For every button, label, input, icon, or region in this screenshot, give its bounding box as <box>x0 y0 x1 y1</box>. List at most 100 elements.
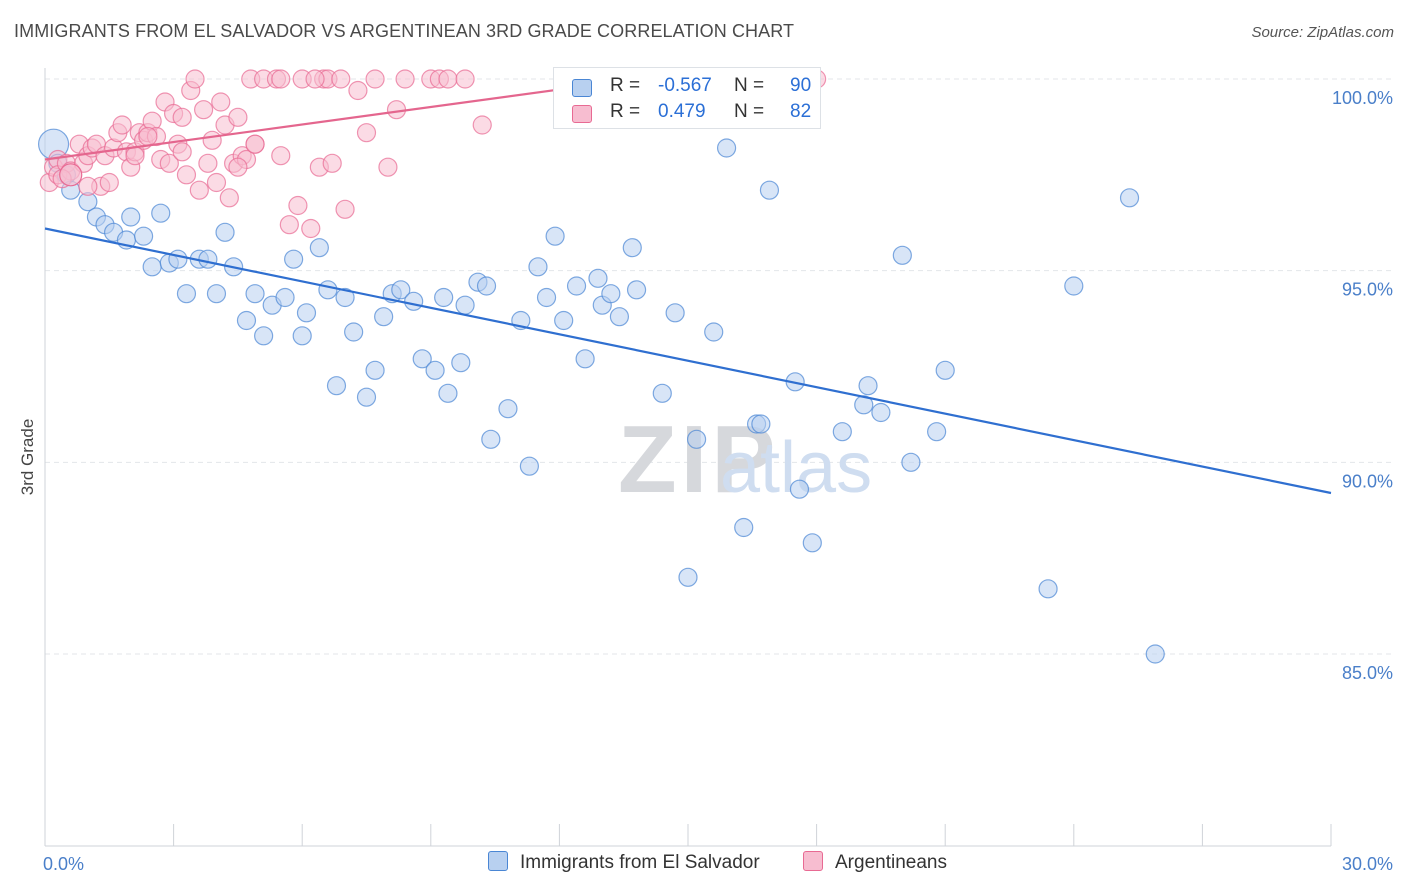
data-point <box>296 303 317 323</box>
data-point <box>206 172 227 193</box>
data-point <box>575 349 595 369</box>
data-point <box>206 284 227 304</box>
data-point <box>211 92 231 112</box>
data-point <box>151 203 171 223</box>
legend-swatch-blue <box>572 79 592 97</box>
data-point <box>198 249 218 269</box>
data-point <box>665 303 685 323</box>
data-point <box>609 307 630 327</box>
data-point <box>356 387 377 407</box>
data-point <box>1038 579 1058 599</box>
data-point <box>326 376 347 396</box>
data-point <box>451 353 471 373</box>
data-point <box>652 383 672 403</box>
data-point <box>438 69 458 89</box>
y-tick-label: 90.0% <box>1342 471 1393 491</box>
correlation-legend: R = -0.567 N = 90 R = 0.479 N = 82 <box>553 67 821 129</box>
data-point <box>78 176 98 196</box>
data-point <box>112 115 132 135</box>
data-point <box>519 456 539 476</box>
data-point <box>858 376 878 396</box>
data-point <box>434 287 454 308</box>
data-point <box>476 276 497 296</box>
data-point <box>1064 276 1084 296</box>
data-point <box>751 414 771 434</box>
legend-swatch-pink <box>572 105 592 123</box>
data-point <box>59 163 83 187</box>
data-point <box>142 257 162 277</box>
bottom-legend-swatch-blue <box>488 851 508 871</box>
data-point <box>121 207 141 227</box>
legend-n-value: 82 <box>790 101 812 122</box>
data-point <box>378 157 398 177</box>
data-point <box>254 326 274 346</box>
x-tick-labels: 0.0% 30.0% <box>43 854 1393 874</box>
data-point <box>1119 188 1140 208</box>
data-point <box>99 172 119 193</box>
data-point <box>202 130 222 150</box>
data-point <box>271 146 291 166</box>
data-point <box>472 115 492 135</box>
data-point <box>365 360 385 380</box>
data-point <box>892 245 912 265</box>
data-point <box>832 422 852 442</box>
data-point <box>275 287 295 308</box>
data-point <box>348 80 368 101</box>
data-point <box>228 107 248 127</box>
data-point <box>236 310 257 331</box>
legend-r-label: R = <box>610 101 641 122</box>
y-tick-labels: 85.0% 90.0% 95.0% 100.0% <box>1332 88 1393 683</box>
data-point <box>335 199 355 219</box>
data-point <box>386 100 407 120</box>
data-point <box>159 153 179 173</box>
data-point <box>716 138 737 158</box>
data-point <box>288 195 308 216</box>
data-point <box>245 134 265 154</box>
y-tick-label: 100.0% <box>1332 88 1393 108</box>
data-point <box>536 287 557 308</box>
x-tick-label: 0.0% <box>43 854 84 874</box>
data-point <box>704 322 724 342</box>
legend-r-value: 0.479 <box>658 101 706 122</box>
data-point <box>198 153 218 173</box>
bottom-legend-swatch-pink <box>803 851 823 871</box>
data-point <box>331 69 351 89</box>
trend-line <box>44 77 637 161</box>
data-point <box>176 165 197 185</box>
legend-n-value: 90 <box>790 75 812 96</box>
data-point <box>395 69 415 89</box>
data-point <box>125 146 145 166</box>
data-point <box>172 107 192 127</box>
data-point <box>789 479 810 499</box>
legend-r-label: R = <box>610 75 641 96</box>
data-point <box>391 280 411 300</box>
bottom-legend-label: Immigrants from El Salvador <box>520 852 760 873</box>
data-point <box>734 517 754 538</box>
data-point <box>759 180 780 200</box>
data-point <box>245 284 265 304</box>
data-point <box>901 452 921 472</box>
data-point <box>215 222 235 242</box>
legend-n-label: N = <box>734 101 765 122</box>
data-point <box>219 188 239 208</box>
data-point <box>172 142 192 162</box>
trend-lines <box>44 77 1332 495</box>
data-point <box>622 238 642 258</box>
data-point <box>271 69 291 89</box>
data-point <box>365 69 385 89</box>
data-point <box>481 429 501 449</box>
data-point <box>545 226 565 246</box>
data-point <box>404 291 424 311</box>
data-point <box>601 284 621 304</box>
data-point <box>554 310 574 331</box>
data-point <box>344 322 364 342</box>
data-point <box>292 326 312 346</box>
source-label: Source: ZipAtlas.com <box>1251 24 1394 41</box>
legend-n-label: N = <box>734 75 765 96</box>
data-point <box>498 399 518 419</box>
series-el-salvador-points <box>37 77 1165 664</box>
data-point <box>301 218 321 239</box>
data-point <box>335 287 355 308</box>
data-point <box>588 268 608 288</box>
